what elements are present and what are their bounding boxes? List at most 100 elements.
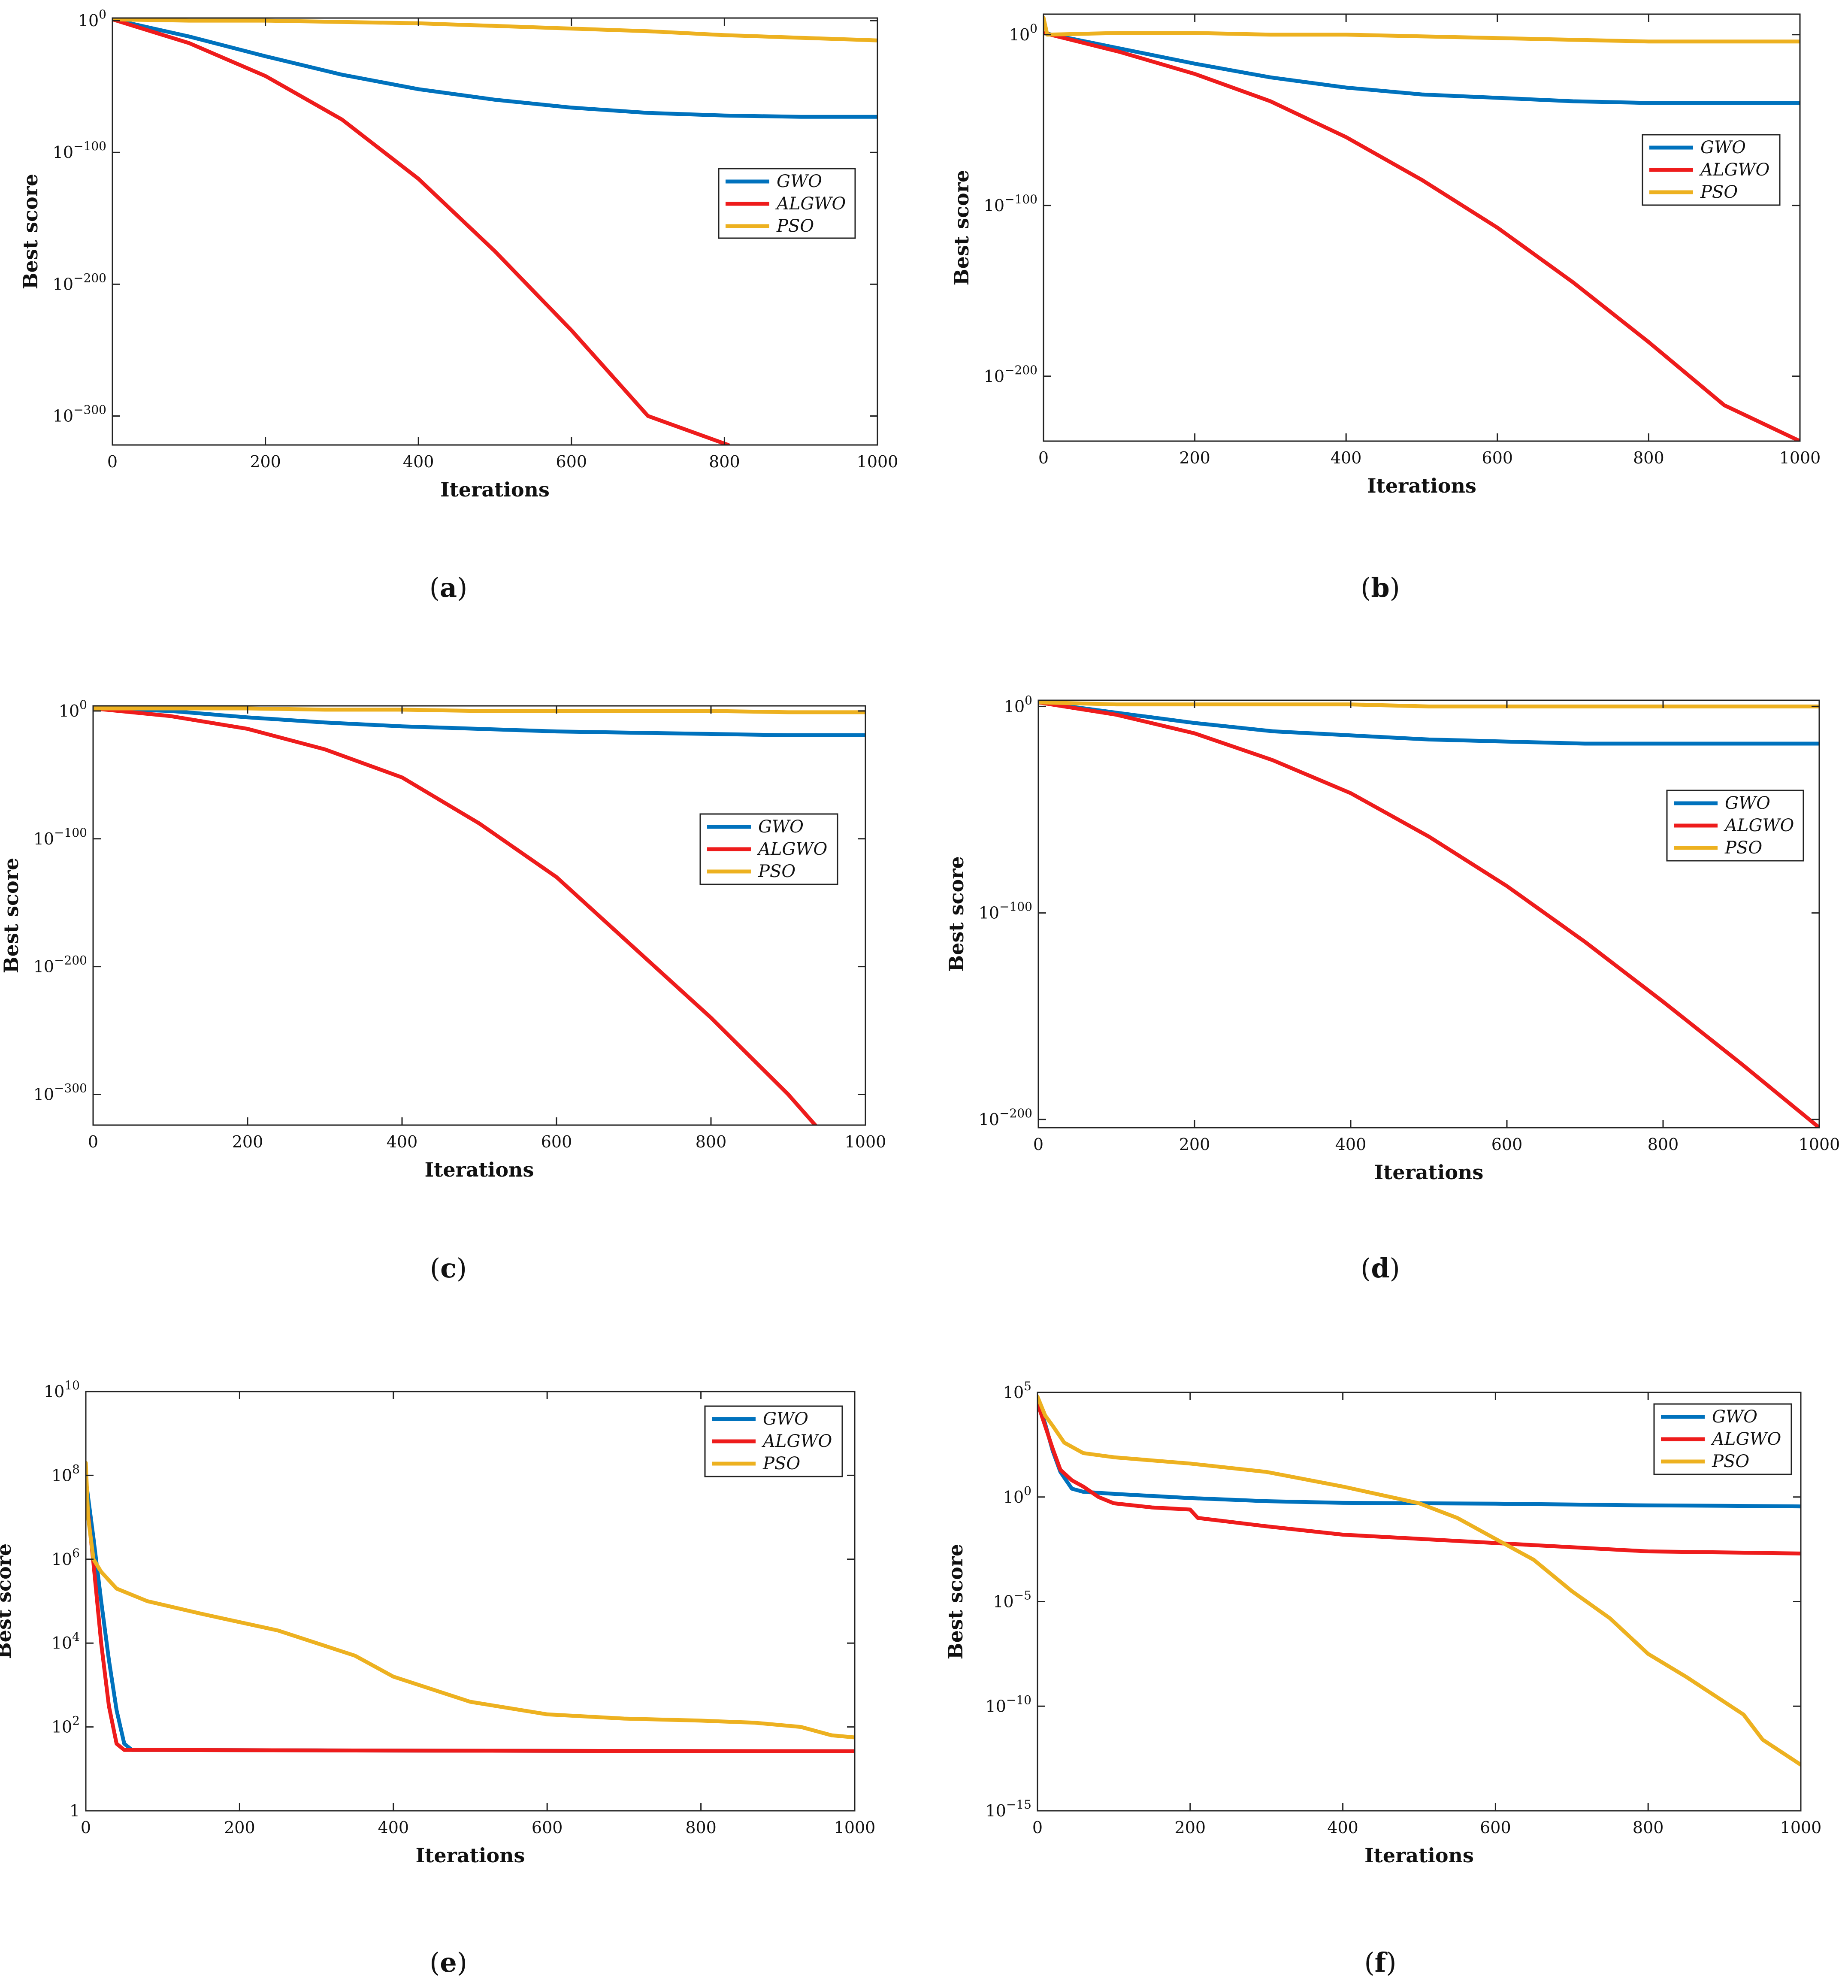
x-tick-label: 400	[1335, 1135, 1367, 1154]
x-tick-label: 0	[107, 452, 118, 471]
legend-label-algwo: ALGWO	[775, 194, 846, 214]
y-tick-label: 10−15	[986, 1797, 1031, 1820]
x-tick-label: 400	[387, 1132, 418, 1151]
x-tick-label: 400	[1331, 448, 1362, 467]
panel-caption: (d)	[1361, 1253, 1400, 1284]
x-tick-label: 0	[88, 1132, 98, 1151]
x-tick-label: 800	[1633, 448, 1664, 467]
axes-box	[1043, 13, 1801, 442]
series-line-pso	[93, 706, 865, 714]
legend-label-algwo: ALGWO	[1710, 1429, 1781, 1449]
x-tick-label: 400	[378, 1818, 409, 1837]
x-tick-label: 0	[1032, 1818, 1043, 1837]
legend-label-algwo: ALGWO	[756, 839, 827, 859]
chart-panel-a: 0 200 400 600 800 1000 100 10−100 10−200 10−300 It…	[19, 7, 898, 603]
y-tick-label: 102	[51, 1714, 80, 1737]
x-axis-label: Iterations	[1364, 1844, 1474, 1867]
y-tick-label: 106	[51, 1546, 80, 1569]
y-axis-label: Best score	[945, 856, 968, 971]
x-tick-label: 200	[232, 1132, 263, 1151]
x-tick-label: 800	[709, 452, 740, 471]
axes-box	[112, 17, 878, 446]
x-axis-label: Iterations	[1374, 1161, 1484, 1184]
legend-label-pso: PSO	[1724, 838, 1762, 858]
y-tick-label: 1	[70, 1801, 80, 1820]
legend-label-gwo: GWO	[763, 1409, 808, 1429]
y-tick-label: 100	[1004, 693, 1032, 716]
axes-box	[1037, 699, 1820, 1129]
x-tick-label: 1000	[1799, 1135, 1840, 1154]
y-axis-label: Best score	[0, 1543, 15, 1659]
x-tick-label: 200	[1175, 1818, 1206, 1837]
y-axis-label: Best score	[944, 1544, 967, 1659]
series-line-gwo	[93, 706, 865, 737]
y-axis-label: Best score	[950, 170, 973, 285]
legend-label-pso: PSO	[1712, 1452, 1749, 1471]
y-tick-label: 10−200	[53, 271, 106, 294]
y-tick-label: 100	[78, 7, 106, 30]
y-tick-label: 10−100	[979, 900, 1032, 923]
y-axis-label: Best score	[0, 858, 23, 973]
legend-label-gwo: GWO	[777, 172, 822, 191]
x-tick-label: 600	[1480, 1818, 1511, 1837]
legend-label-gwo: GWO	[1700, 138, 1746, 157]
panel-caption: (e)	[429, 1947, 467, 1978]
series-line-algwo	[93, 706, 817, 1125]
x-axis-label: Iterations	[425, 1158, 534, 1181]
panel-caption: (c)	[430, 1253, 467, 1284]
series-line-algwo	[1043, 31, 1800, 441]
series-line-pso	[1037, 1395, 1801, 1767]
series-line-gwo	[1038, 700, 1819, 746]
panel-caption: (f)	[1364, 1947, 1396, 1978]
chart-panel-f: 0 200 400 600 800 1000 105 100 10−5 10−10 10−15 Ite…	[944, 1379, 1821, 1978]
x-tick-label: 800	[1633, 1818, 1664, 1837]
series-line-pso	[86, 1461, 855, 1740]
x-tick-label: 600	[1491, 1135, 1523, 1154]
y-tick-label: 1010	[44, 1378, 80, 1401]
y-tick-label: 10−200	[984, 363, 1037, 386]
x-tick-label: 1000	[857, 452, 898, 471]
x-tick-label: 0	[1033, 1135, 1043, 1154]
x-tick-label: 600	[1482, 448, 1513, 467]
series-line-gwo	[1043, 31, 1800, 105]
y-axis-label: Best score	[19, 174, 42, 289]
x-tick-label: 800	[685, 1818, 717, 1837]
chart-panel-b: 0 200 400 600 800 1000 100 10−100 10−200 Iteratio…	[950, 13, 1821, 603]
series-line-pso	[1043, 15, 1800, 44]
chart-panel-c: 0 200 400 600 800 1000 100 10−100 10−200 10−300 It…	[0, 698, 886, 1284]
y-tick-label: 100	[59, 698, 87, 720]
axes-box	[85, 1391, 856, 1812]
x-tick-label: 600	[532, 1818, 563, 1837]
x-tick-label: 200	[1179, 1135, 1210, 1154]
x-axis-label: Iterations	[416, 1844, 525, 1867]
y-tick-label: 10−200	[33, 953, 87, 976]
x-tick-label: 1000	[1779, 448, 1821, 467]
series-line-algwo	[1037, 1401, 1801, 1555]
y-tick-label: 10−100	[33, 826, 87, 848]
y-tick-label: 10−100	[53, 139, 106, 162]
x-tick-label: 1000	[1780, 1818, 1822, 1837]
y-tick-label: 108	[51, 1462, 80, 1485]
series-line-pso	[112, 18, 877, 42]
y-tick-label: 100	[1009, 21, 1037, 44]
x-tick-label: 400	[403, 452, 434, 471]
panel-caption: (a)	[429, 572, 468, 603]
x-tick-label: 200	[224, 1818, 255, 1837]
x-tick-label: 600	[541, 1132, 572, 1151]
y-tick-label: 100	[1003, 1484, 1031, 1507]
axes-box	[92, 705, 866, 1126]
legend-label-gwo: GWO	[1712, 1407, 1757, 1427]
x-tick-label: 0	[81, 1818, 91, 1837]
x-tick-label: 200	[1179, 448, 1210, 467]
y-tick-label: 10−10	[986, 1693, 1031, 1716]
legend-label-algwo: ALGWO	[761, 1431, 832, 1451]
x-axis-label: Iterations	[1367, 474, 1476, 497]
y-tick-label: 105	[1003, 1379, 1031, 1402]
chart-panel-d: 0 200 400 600 800 1000 100 10−100 10−200 Iteratio…	[945, 693, 1840, 1284]
x-tick-label: 400	[1327, 1818, 1358, 1837]
series-line-algwo	[86, 1490, 855, 1753]
series-line-gwo	[112, 18, 877, 119]
